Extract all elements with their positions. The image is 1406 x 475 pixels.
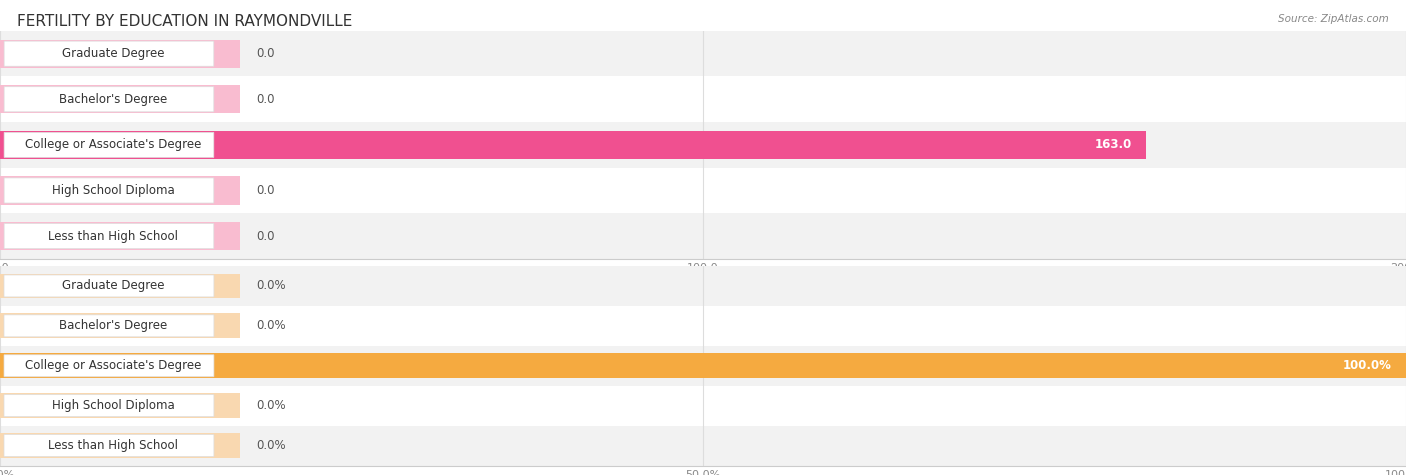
Bar xyxy=(0,168,1406,213)
Text: 100.0%: 100.0% xyxy=(1343,359,1392,372)
Text: 0.0%: 0.0% xyxy=(257,439,287,452)
FancyBboxPatch shape xyxy=(4,178,214,203)
Text: 0.0%: 0.0% xyxy=(257,319,287,332)
Text: College or Associate's Degree: College or Associate's Degree xyxy=(25,359,201,372)
Text: 0.0: 0.0 xyxy=(257,229,276,243)
Text: 0.0: 0.0 xyxy=(257,93,276,106)
Text: High School Diploma: High School Diploma xyxy=(52,184,174,197)
Bar xyxy=(0,76,1406,122)
Text: 0.0: 0.0 xyxy=(257,184,276,197)
Text: High School Diploma: High School Diploma xyxy=(52,399,174,412)
Text: Source: ZipAtlas.com: Source: ZipAtlas.com xyxy=(1278,14,1389,24)
Bar xyxy=(0,274,239,298)
Bar xyxy=(0,122,1406,168)
Bar xyxy=(0,222,239,250)
Bar xyxy=(0,353,1406,378)
Bar xyxy=(0,213,1406,259)
FancyBboxPatch shape xyxy=(4,133,214,157)
FancyBboxPatch shape xyxy=(4,275,214,297)
FancyBboxPatch shape xyxy=(4,355,214,377)
Bar xyxy=(0,346,1406,386)
Text: College or Associate's Degree: College or Associate's Degree xyxy=(25,138,201,152)
Bar xyxy=(0,426,1406,466)
Bar xyxy=(0,393,239,418)
Bar xyxy=(0,39,239,68)
Text: FERTILITY BY EDUCATION IN RAYMONDVILLE: FERTILITY BY EDUCATION IN RAYMONDVILLE xyxy=(17,14,353,29)
Text: 163.0: 163.0 xyxy=(1095,138,1132,152)
Text: Bachelor's Degree: Bachelor's Degree xyxy=(59,319,167,332)
FancyBboxPatch shape xyxy=(4,395,214,417)
Bar xyxy=(0,31,1406,76)
Bar xyxy=(0,306,1406,346)
FancyBboxPatch shape xyxy=(4,315,214,337)
Text: Graduate Degree: Graduate Degree xyxy=(62,279,165,293)
Bar xyxy=(0,314,239,338)
Text: 0.0: 0.0 xyxy=(257,47,276,60)
Text: Graduate Degree: Graduate Degree xyxy=(62,47,165,60)
Text: 0.0%: 0.0% xyxy=(257,279,287,293)
Bar xyxy=(0,85,239,114)
Text: Bachelor's Degree: Bachelor's Degree xyxy=(59,93,167,106)
FancyBboxPatch shape xyxy=(4,41,214,66)
Bar xyxy=(0,386,1406,426)
FancyBboxPatch shape xyxy=(4,224,214,248)
Bar xyxy=(0,266,1406,306)
Text: 0.0%: 0.0% xyxy=(257,399,287,412)
FancyBboxPatch shape xyxy=(4,435,214,456)
Bar xyxy=(0,433,239,458)
Bar xyxy=(0,131,1146,159)
FancyBboxPatch shape xyxy=(4,87,214,112)
Text: Less than High School: Less than High School xyxy=(48,229,179,243)
Text: Less than High School: Less than High School xyxy=(48,439,179,452)
Bar xyxy=(0,176,239,205)
